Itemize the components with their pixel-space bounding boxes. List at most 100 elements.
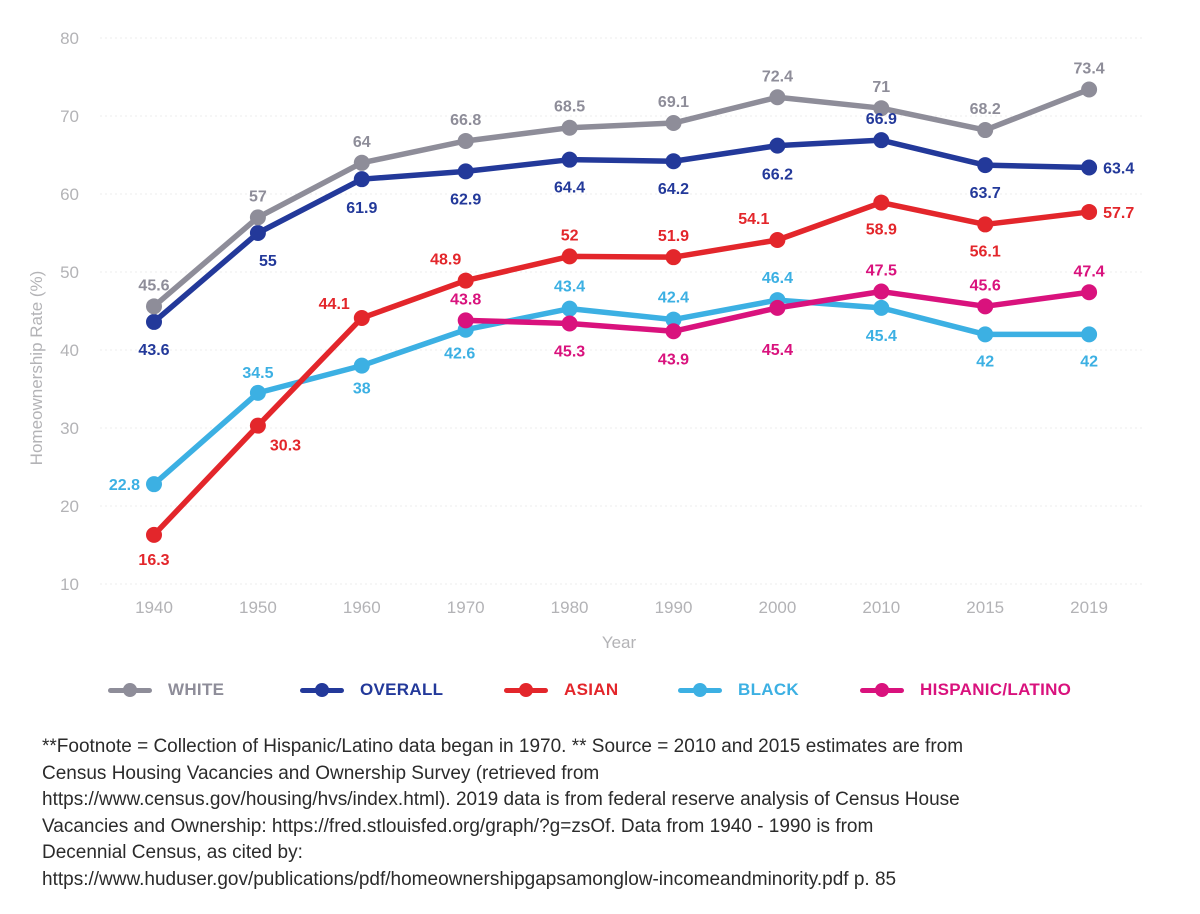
data-point-white: [977, 122, 994, 139]
x-tick-label: 2000: [758, 598, 796, 617]
data-point-white: [873, 100, 890, 117]
data-label-overall: 43.6: [138, 342, 169, 359]
data-point-overall: [457, 163, 474, 180]
data-point-black: [873, 299, 890, 316]
x-tick-label: 1980: [551, 598, 589, 617]
data-label-black: 46.4: [762, 270, 793, 287]
data-label-asian: 30.3: [270, 438, 301, 455]
data-point-overall: [1081, 159, 1098, 176]
data-point-asian: [665, 249, 682, 266]
x-tick-label: 2010: [862, 598, 900, 617]
data-label-asian: 48.9: [430, 252, 461, 269]
x-axis-title: Year: [602, 633, 637, 652]
series-asian: [146, 194, 1098, 543]
data-label-overall: 62.9: [450, 191, 481, 208]
data-point-overall: [873, 132, 890, 149]
chart-legend: WHITE OVERALL ASIAN BLACK HISPANIC/LATIN…: [100, 675, 1140, 705]
series-line-asian: [151, 199, 1092, 538]
data-label-black: 43.4: [554, 279, 585, 296]
footnote-line: https://www.huduser.gov/publications/pdf…: [42, 868, 897, 890]
data-label-white: 72.4: [762, 68, 793, 85]
footnote-line: https://www.census.gov/housing/hvs/index…: [42, 789, 960, 810]
data-label-white: 64: [353, 134, 371, 151]
data-label-white: 73.4: [1074, 60, 1105, 77]
data-label-black: 42: [976, 353, 994, 370]
data-label-asian: 57.7: [1103, 205, 1134, 222]
data-point-asian: [353, 310, 370, 327]
y-tick-label: 80: [60, 29, 79, 48]
data-label-black: 42.4: [658, 290, 689, 307]
data-label-overall: 63.4: [1103, 160, 1134, 177]
data-label-asian: 51.9: [658, 228, 689, 245]
y-tick-label: 70: [60, 107, 79, 126]
legend-line-marker-icon: [678, 683, 722, 697]
data-point-overall: [665, 153, 682, 170]
data-point-hispanic: [665, 323, 682, 340]
x-tick-label: 1990: [655, 598, 693, 617]
data-label-asian: 52: [561, 227, 579, 244]
chart-series: [146, 81, 1098, 543]
data-point-white: [457, 132, 474, 149]
series-white: [146, 81, 1098, 315]
series-hispanic: [457, 283, 1098, 340]
y-tick-label: 30: [60, 419, 79, 438]
series-line-overall: [151, 137, 1092, 325]
footnote-line: Decennial Census, as cited by:: [42, 842, 303, 863]
data-point-asian: [146, 526, 162, 543]
chart-gridlines: [100, 37, 1145, 585]
x-tick-label: 1950: [239, 598, 277, 617]
y-tick-label: 60: [60, 185, 79, 204]
data-label-hispanic: 45.6: [970, 277, 1001, 294]
data-point-asian: [873, 194, 890, 211]
data-point-black: [146, 476, 162, 493]
data-point-asian: [977, 216, 994, 233]
data-point-overall: [146, 313, 162, 330]
legend-line-marker-icon: [504, 683, 548, 697]
legend-line-marker-icon: [860, 683, 904, 697]
legend-label-overall: OVERALL: [360, 680, 444, 699]
data-label-overall: 64.4: [554, 180, 585, 197]
data-label-white: 57: [249, 188, 267, 205]
data-point-black: [561, 300, 578, 317]
data-label-white: 45.6: [138, 277, 169, 294]
legend-label-white: WHITE: [168, 680, 225, 699]
legend-item-hispanic-latino: HISPANIC/LATINO: [860, 675, 1071, 705]
data-point-black: [353, 357, 370, 374]
data-label-white: 71: [872, 79, 890, 96]
data-label-white: 69.1: [658, 94, 689, 111]
data-label-white: 66.8: [450, 112, 481, 129]
x-tick-label: 2019: [1070, 598, 1108, 617]
footnote: **Footnote = Collection of Hispanic/Lati…: [42, 734, 1162, 893]
x-tick-label: 1970: [447, 598, 485, 617]
legend-item-white: WHITE: [108, 675, 224, 705]
data-label-asian: 44.1: [319, 296, 350, 313]
data-label-hispanic: 47.4: [1074, 263, 1105, 280]
x-tick-label: 1960: [343, 598, 381, 617]
data-point-white: [146, 298, 162, 315]
y-tick-label: 20: [60, 497, 79, 516]
data-label-white: 68.2: [970, 101, 1001, 118]
data-label-black: 45.4: [866, 328, 897, 345]
y-axis-ticks: 80 70 60 50 40 30 20 10: [60, 29, 79, 594]
data-label-overall: 63.7: [970, 185, 1001, 202]
data-point-hispanic: [561, 315, 578, 332]
legend-line-marker-icon: [108, 683, 152, 697]
series-line-white: [151, 86, 1092, 310]
data-label-black: 38: [353, 381, 371, 398]
data-label-hispanic: 45.3: [554, 343, 585, 360]
data-point-overall: [769, 137, 786, 154]
data-point-asian: [457, 272, 474, 289]
data-point-white: [561, 119, 578, 136]
data-point-overall: [561, 151, 578, 168]
data-label-hispanic: 47.5: [866, 263, 897, 280]
data-label-overall: 66.9: [866, 111, 897, 128]
data-label-overall: 66.2: [762, 167, 793, 184]
data-label-asian: 16.3: [138, 552, 169, 569]
data-point-hispanic: [769, 299, 786, 316]
footnote-line: Vacancies and Ownership: https://fred.st…: [42, 815, 874, 837]
data-label-black: 42: [1080, 353, 1098, 370]
data-label-asian: 56.1: [970, 243, 1001, 260]
data-point-white: [353, 154, 370, 171]
data-label-asian: 54.1: [738, 211, 769, 228]
